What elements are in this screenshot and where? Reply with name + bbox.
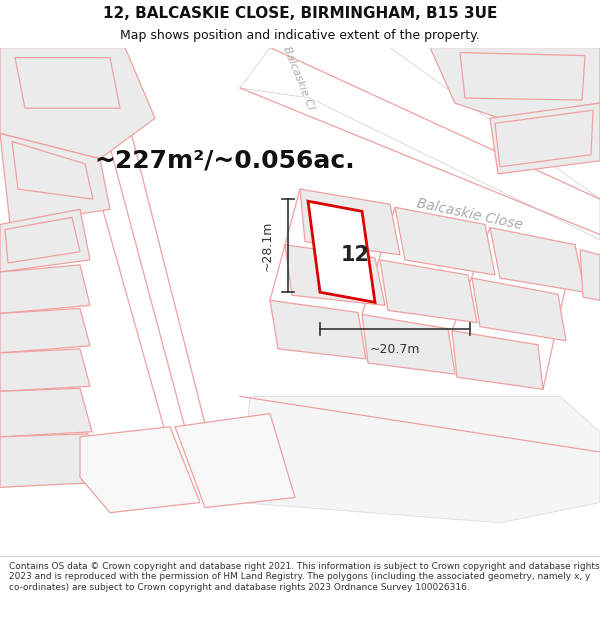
Polygon shape bbox=[580, 250, 600, 300]
Text: 12, BALCASKIE CLOSE, BIRMINGHAM, B15 3UE: 12, BALCASKIE CLOSE, BIRMINGHAM, B15 3UE bbox=[103, 6, 497, 21]
Polygon shape bbox=[380, 260, 477, 322]
Polygon shape bbox=[175, 414, 295, 508]
Polygon shape bbox=[285, 245, 385, 306]
Polygon shape bbox=[495, 110, 593, 167]
Text: ~28.1m: ~28.1m bbox=[261, 221, 274, 271]
Text: Balcaskie Cl: Balcaskie Cl bbox=[281, 45, 315, 111]
Polygon shape bbox=[12, 141, 93, 199]
Polygon shape bbox=[15, 58, 120, 108]
Polygon shape bbox=[395, 208, 495, 275]
Polygon shape bbox=[270, 300, 366, 359]
Text: Balcaskie Close: Balcaskie Close bbox=[416, 196, 524, 232]
Polygon shape bbox=[0, 308, 90, 353]
Polygon shape bbox=[0, 349, 90, 391]
Polygon shape bbox=[490, 228, 585, 292]
Polygon shape bbox=[300, 189, 400, 255]
Text: Contains OS data © Crown copyright and database right 2021. This information is : Contains OS data © Crown copyright and d… bbox=[9, 562, 599, 591]
Polygon shape bbox=[0, 434, 100, 488]
Polygon shape bbox=[362, 314, 455, 374]
Polygon shape bbox=[460, 52, 585, 100]
Polygon shape bbox=[0, 209, 90, 272]
Text: Map shows position and indicative extent of the property.: Map shows position and indicative extent… bbox=[120, 29, 480, 42]
Polygon shape bbox=[472, 278, 566, 341]
Polygon shape bbox=[240, 48, 600, 239]
Polygon shape bbox=[0, 134, 110, 224]
Text: ~227m²/~0.056ac.: ~227m²/~0.056ac. bbox=[95, 149, 355, 173]
Polygon shape bbox=[490, 103, 600, 174]
Polygon shape bbox=[452, 331, 543, 389]
Polygon shape bbox=[0, 388, 92, 437]
Polygon shape bbox=[5, 217, 80, 263]
Polygon shape bbox=[0, 48, 155, 159]
Polygon shape bbox=[430, 48, 600, 118]
Polygon shape bbox=[80, 427, 200, 512]
Text: ~20.7m: ~20.7m bbox=[370, 342, 420, 356]
Polygon shape bbox=[0, 265, 90, 314]
Text: 12: 12 bbox=[341, 245, 370, 265]
Polygon shape bbox=[240, 396, 600, 522]
Polygon shape bbox=[308, 201, 375, 302]
